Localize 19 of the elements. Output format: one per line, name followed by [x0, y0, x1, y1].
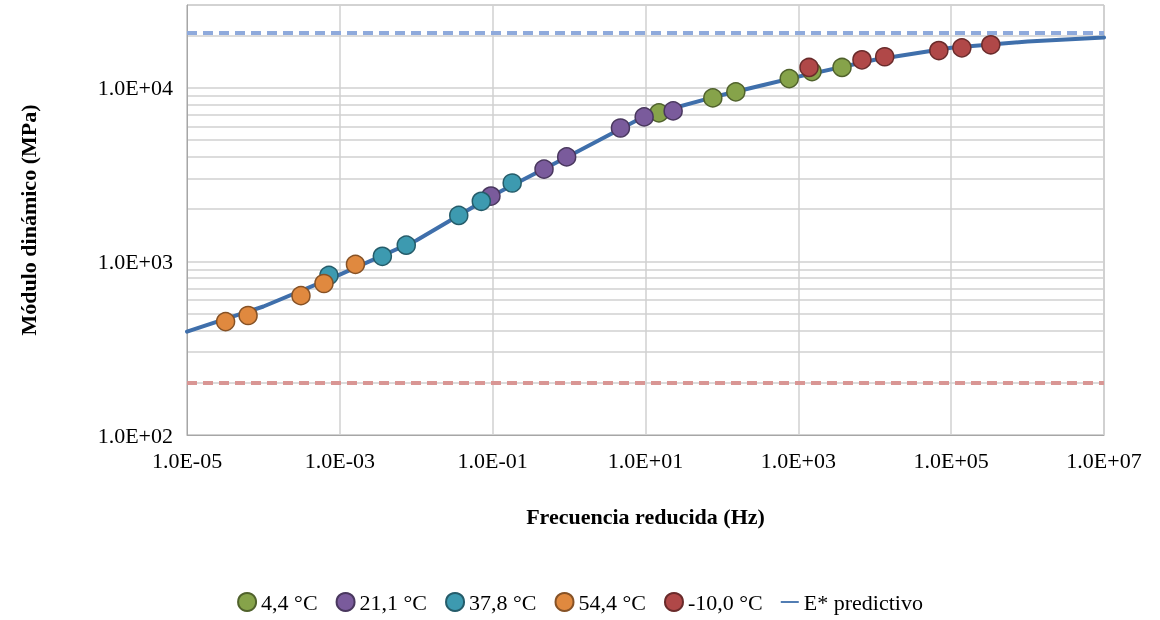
- line-series: [185, 35, 1106, 334]
- x-tick-label: 1.0E+05: [913, 447, 989, 473]
- legend-label: 21,1 °C: [359, 589, 428, 615]
- x-axis-title: Frecuencia reducida (Hz): [526, 503, 765, 529]
- x-tick-label: 1.0E-03: [304, 447, 375, 473]
- x-tick-label: 1.0E+01: [607, 447, 684, 473]
- y-tick-label: 1.0E+03: [97, 248, 173, 274]
- legend-label: 37,8 °C: [469, 589, 537, 615]
- x-tick-label: 1.0E-05: [151, 447, 223, 473]
- legend-label: 4,4 °C: [261, 589, 318, 615]
- legend-label: 54,4 °C: [578, 589, 646, 615]
- y-axis-title: Módulo dinámico (MPa): [15, 104, 41, 336]
- y-tick-label: 1.0E+04: [97, 75, 173, 101]
- x-tick-label: 1.0E-01: [457, 447, 528, 473]
- legend-label: E* predictivo: [803, 589, 923, 615]
- x-tick-label: 1.0E+07: [1066, 447, 1142, 473]
- y-tick-label: 1.0E+02: [97, 422, 173, 448]
- x-tick-label: 1.0E+03: [760, 447, 837, 473]
- legend-label: -10,0 °C: [687, 589, 763, 615]
